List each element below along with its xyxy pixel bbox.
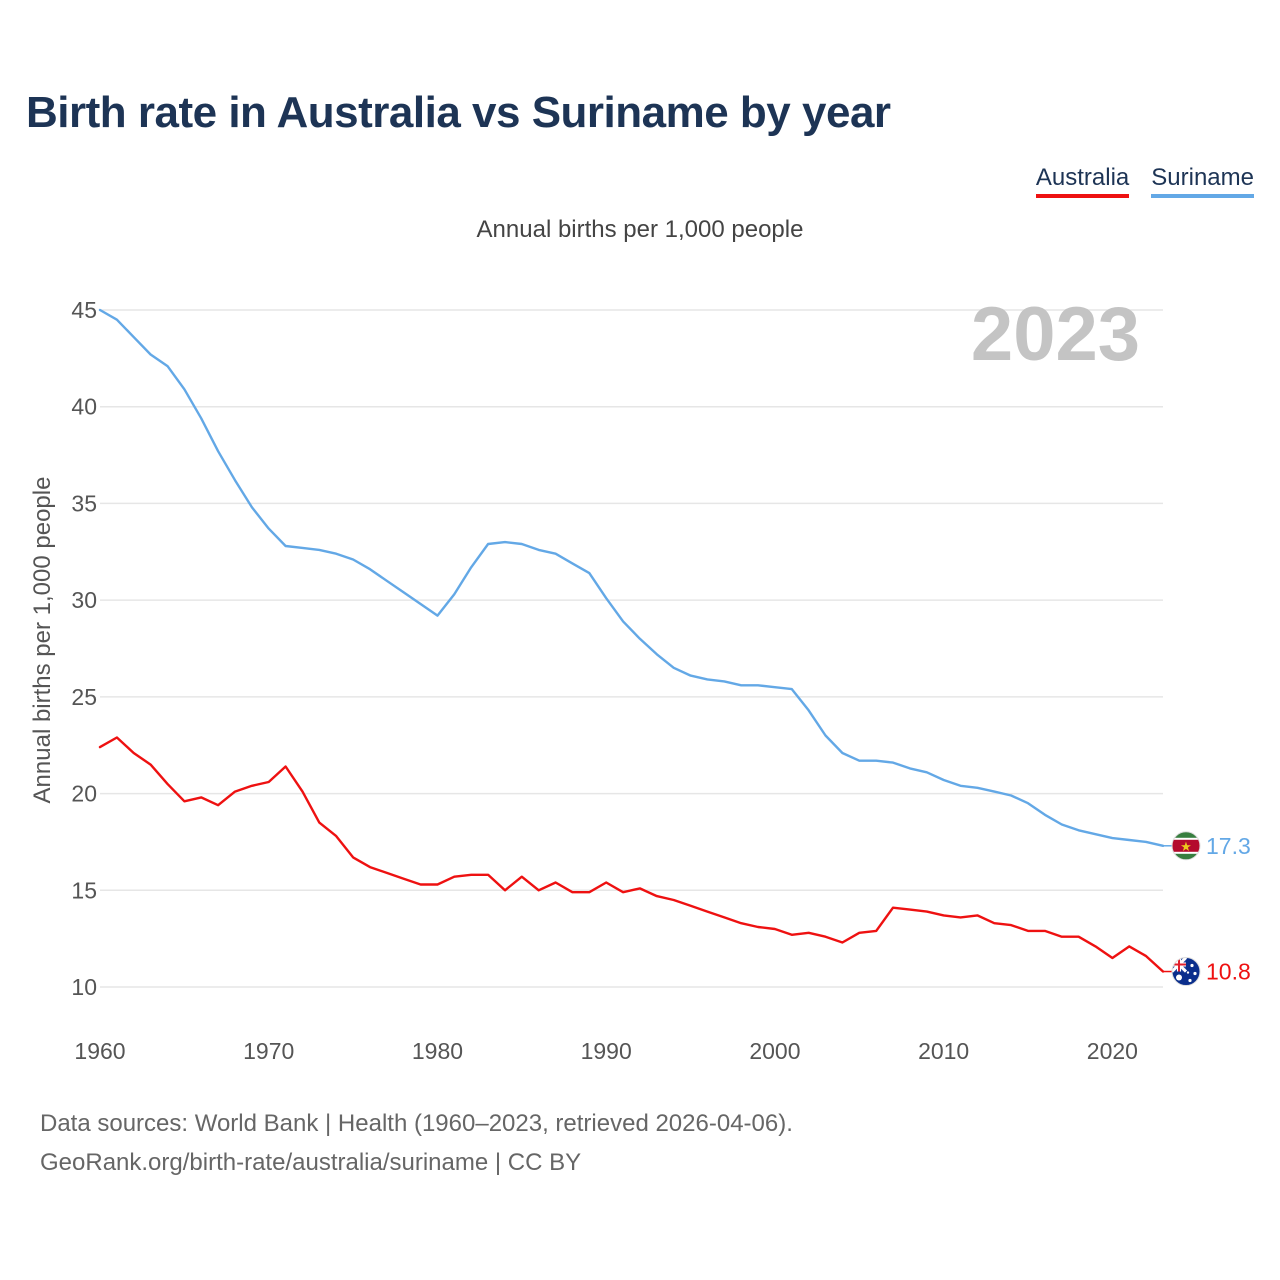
series-line-australia[interactable]	[98, 736, 1165, 973]
suriname-flag-icon: ★	[1171, 831, 1201, 861]
y-tick-label: 35	[71, 490, 97, 516]
y-tick-label: 25	[71, 684, 97, 710]
x-tick-label: 2020	[1087, 1038, 1138, 1064]
y-tick-label: 45	[71, 297, 97, 323]
x-tick-label: 1980	[412, 1038, 463, 1064]
y-tick-label: 40	[71, 394, 97, 420]
x-axis-ticks: 1960 1970 1980 1990 2000 2010 2020	[74, 1038, 1138, 1064]
y-tick-label: 15	[71, 877, 97, 903]
y-tick-label: 30	[71, 587, 97, 613]
x-tick-label: 1990	[581, 1038, 632, 1064]
source-note: Data sources: World Bank | Health (1960–…	[40, 1104, 793, 1182]
end-value-label-suriname: 17.3	[1206, 833, 1251, 859]
x-tick-label: 1960	[74, 1038, 125, 1064]
australia-flag-icon	[1171, 957, 1201, 987]
legend-item-suriname[interactable]: Suriname	[1151, 164, 1254, 198]
x-tick-label: 2000	[749, 1038, 800, 1064]
svg-text:★: ★	[1180, 840, 1192, 855]
series-line-suriname[interactable]	[98, 308, 1165, 847]
series-end-markers: 10.8 ★ 17.3	[1163, 831, 1251, 987]
y-axis-ticks: 10 15 20 25 30 35 40 45	[71, 297, 97, 1000]
end-value-label-australia: 10.8	[1206, 959, 1251, 985]
y-tick-label: 10	[71, 974, 97, 1000]
chart-subtitle: Annual births per 1,000 people	[476, 216, 804, 243]
series	[98, 308, 1165, 973]
x-tick-label: 1970	[243, 1038, 294, 1064]
line-chart: 10 15 20 25 30 35 40 45 1960 1970 1980 1990 2000 201…	[29, 292, 1251, 1064]
source-line-1: Data sources: World Bank | Health (1960–…	[40, 1110, 793, 1137]
source-line-2[interactable]: GeoRank.org/birth-rate/australia/surinam…	[40, 1149, 582, 1176]
legend: Australia Suriname	[1035, 164, 1254, 198]
gridlines	[100, 309, 1163, 988]
x-tick-label: 2010	[918, 1038, 969, 1064]
y-axis-label: Annual births per 1,000 people	[29, 477, 56, 804]
legend-item-australia[interactable]: Australia	[1035, 164, 1130, 198]
chart-title: Birth rate in Australia vs Suriname by y…	[26, 88, 891, 137]
year-watermark: 2023	[971, 292, 1140, 377]
y-tick-label: 20	[71, 781, 97, 807]
